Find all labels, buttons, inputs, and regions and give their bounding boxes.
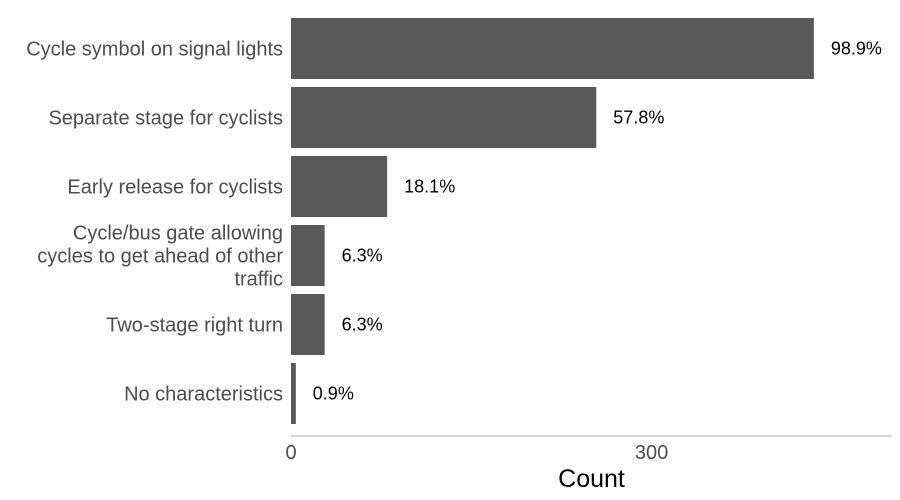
bar-0 [291,18,814,79]
x-axis-ticks: 0 300 [285,442,668,464]
bar-5 [291,363,296,424]
category-label-0: Cycle symbol on signal lights [26,39,283,61]
value-label-0: 98.9% [831,39,882,59]
value-label-3: 6.3% [342,246,383,266]
bar-2 [291,156,388,217]
category-label-2: Early release for cyclists [67,177,283,199]
value-label-2: 18.1% [404,177,455,197]
category-label-5-line-0: No characteristics [124,384,283,406]
bar-3 [291,225,325,286]
x-tick-label-1: 300 [635,442,668,464]
x-tick-label-0: 0 [285,442,296,464]
category-label-2-line-0: Early release for cyclists [67,177,283,199]
category-label-3-line-0: Cycle/bus gate allowing [73,223,283,245]
category-label-4-line-0: Two-stage right turn [106,315,283,337]
category-label-3-line-1: cycles to get ahead of other [37,246,283,268]
category-labels: Cycle symbol on signal lights Separate st… [26,39,283,406]
category-label-3: Cycle/bus gate allowing cycles to get ahe… [37,223,283,291]
value-label-4: 6.3% [342,315,383,335]
category-label-4: Two-stage right turn [106,315,283,337]
bar-1 [291,87,597,148]
x-axis-title: Count [558,465,625,493]
value-labels: 98.9% 57.8% 18.1% 6.3% 6.3% 0.9% [313,39,882,404]
bar-4 [291,294,325,355]
value-label-5: 0.9% [313,384,354,404]
category-label-5: No characteristics [124,384,283,406]
category-label-1-line-0: Separate stage for cyclists [48,108,283,130]
category-label-3-line-2: traffic [234,269,283,291]
bars-group [291,18,814,424]
category-label-0-line-0: Cycle symbol on signal lights [26,39,283,61]
category-label-1: Separate stage for cyclists [48,108,283,130]
value-label-1: 57.8% [613,108,664,128]
